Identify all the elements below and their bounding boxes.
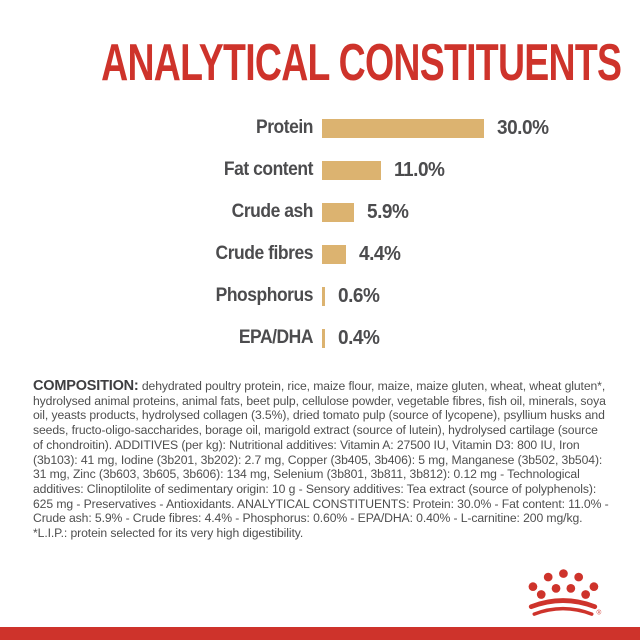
composition-body: dehydrated poultry protein, rice, maize … (33, 379, 609, 541)
crown-dot (566, 584, 576, 593)
bar-value: 11.0% (394, 158, 445, 181)
bar-value: 30.0% (497, 116, 549, 139)
chart-row: Phosphorus 0.6% (0, 284, 640, 307)
bar-label: Protein (256, 117, 313, 138)
bar-phosphorus (322, 286, 326, 306)
crown-arc (528, 598, 598, 610)
chart-row: EPA/DHA 0.4% (0, 326, 640, 349)
crown-dot (536, 590, 546, 599)
bar-label: Crude ash (231, 201, 314, 222)
crown-dot (589, 582, 599, 591)
chart-row: Fat content 11.0% (0, 158, 640, 181)
bar-epa-dha (322, 328, 325, 348)
bar-label: Fat content (223, 159, 314, 180)
composition-heading: COMPOSITION: (33, 378, 139, 394)
chart-row: Crude ash 5.9% (0, 200, 640, 223)
chart-row: Protein 30.0% (0, 116, 640, 139)
bottom-accent-bar (0, 627, 640, 640)
title-wrap: ANALYTICAL CONSTITUENTS (0, 33, 640, 93)
bar-label: Crude fibres (215, 243, 314, 264)
bar-protein (322, 118, 484, 138)
chart-row: Crude fibres 4.4% (0, 242, 640, 265)
crown-dot (528, 582, 538, 591)
bar-label: EPA/DHA (238, 327, 314, 348)
crown-dot (551, 584, 561, 593)
bar-value: 0.6% (338, 284, 380, 307)
bar-crude-fibres (322, 244, 346, 264)
bar-value: 5.9% (366, 200, 409, 223)
analytical-constituents-bar-chart: Protein 30.0% Fat content 11.0% Crude as… (0, 116, 640, 370)
crown-dot (574, 572, 584, 582)
crown-dot (581, 590, 590, 599)
crown-dot (559, 569, 568, 578)
bar-value: 4.4% (358, 242, 401, 265)
bar-fat-content (322, 160, 382, 180)
crown-arc (532, 606, 594, 616)
page-title: ANALYTICAL CONSTITUENTS (101, 34, 622, 92)
bar-value: 0.4% (337, 326, 380, 349)
crown-dot (543, 572, 553, 582)
registered-mark: ® (597, 609, 602, 617)
royal-canin-crown-logo: ® (528, 569, 602, 617)
bar-crude-ash (322, 202, 354, 222)
bar-label: Phosphorus (215, 285, 314, 306)
composition-text: COMPOSITION: dehydrated poultry protein,… (33, 379, 610, 541)
